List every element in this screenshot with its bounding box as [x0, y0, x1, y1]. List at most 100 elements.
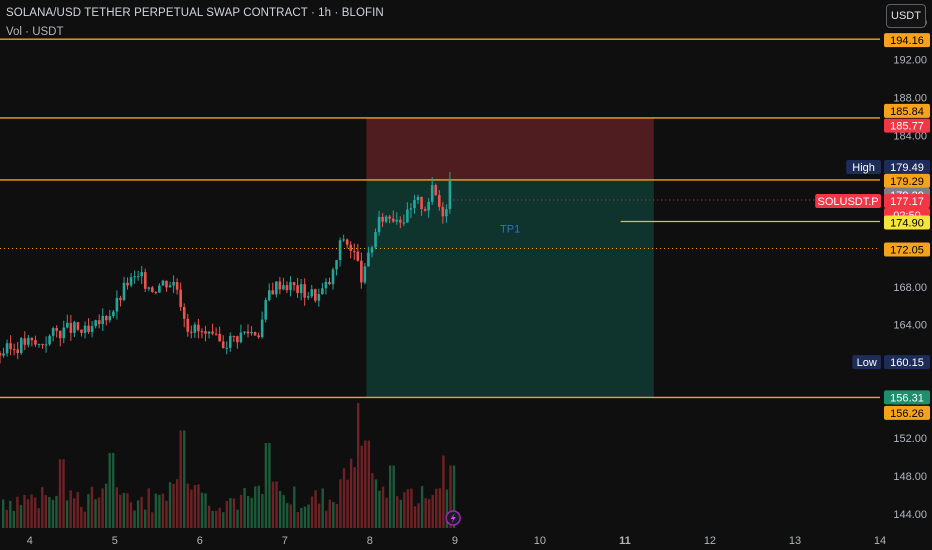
volume-bar — [271, 481, 275, 528]
price-tag-bg — [884, 33, 930, 48]
candle-body — [12, 349, 16, 351]
volume-bar — [33, 497, 37, 528]
volume-bar — [413, 506, 417, 528]
volume-bar — [403, 492, 406, 528]
volume-bar — [62, 459, 65, 528]
candle-body — [211, 331, 214, 334]
volume-bar — [211, 510, 214, 528]
volume-bar — [371, 473, 374, 528]
time-tick-label: 7 — [282, 535, 288, 547]
currency-button[interactable]: USDT — [886, 4, 926, 28]
volume-bar — [2, 499, 5, 528]
candle-body — [66, 322, 69, 328]
volume-bar — [321, 488, 324, 528]
volume-bar — [349, 458, 353, 528]
level-lines — [0, 38, 880, 399]
volume-bar — [424, 498, 427, 528]
candle-body — [136, 276, 140, 278]
candle-body — [182, 306, 186, 319]
volume-bar — [314, 490, 317, 528]
candle-body — [154, 291, 158, 293]
volume-bar — [126, 493, 129, 528]
candle-body — [108, 316, 112, 321]
candle-body — [27, 337, 30, 345]
volume-bar — [268, 443, 271, 528]
candle-body — [221, 341, 225, 348]
time-tick-label: 12 — [704, 535, 716, 547]
candle-body — [126, 282, 129, 286]
candle-body — [246, 331, 250, 334]
volume-bar — [378, 490, 381, 528]
candle-body — [168, 285, 172, 288]
candle-body — [94, 320, 97, 327]
candle-body — [402, 222, 406, 224]
price-tick-label: 144.00 — [893, 509, 927, 521]
volume-bar — [289, 504, 292, 528]
volume-bar — [254, 486, 257, 528]
time-tick-label: 5 — [112, 535, 118, 547]
price-tag-bg — [884, 355, 930, 370]
volume-bar — [399, 499, 402, 528]
time-tick-label: 10 — [534, 535, 546, 547]
volume-bar — [232, 498, 236, 528]
volume-bar — [119, 494, 122, 528]
candle-body — [310, 289, 314, 297]
volume-bar — [261, 494, 264, 528]
volume-bar — [293, 486, 296, 528]
candle-body — [69, 322, 73, 333]
volume-bar — [374, 479, 378, 528]
volume-bar — [122, 492, 126, 528]
price-tick-label: 184.00 — [893, 130, 927, 142]
volume-bar — [452, 465, 456, 528]
volume-bar — [406, 489, 410, 528]
volume-bar — [207, 505, 211, 528]
candle-body — [133, 276, 136, 278]
volume-bar — [97, 497, 101, 528]
stop-loss-zone — [366, 117, 654, 180]
volume-bar — [257, 485, 260, 528]
candle-body — [239, 332, 243, 343]
candle-body — [324, 281, 328, 289]
candle-body — [76, 322, 80, 330]
volume-bar — [44, 495, 47, 528]
symbol-title[interactable]: SOLANA/USD TETHER PERPETUAL SWAP CONTRAC… — [6, 7, 384, 19]
candle-body — [306, 296, 310, 298]
candle-body — [19, 338, 23, 353]
candle-body — [338, 240, 342, 261]
volume-bar — [80, 506, 83, 528]
time-tick-label: 8 — [367, 535, 373, 547]
price-tag-bg — [884, 405, 930, 420]
candle-body — [129, 277, 133, 286]
volume-bar — [76, 492, 79, 528]
candle-body — [264, 300, 268, 320]
candle-body — [104, 316, 108, 321]
volume-bar — [136, 500, 140, 528]
volume-bar — [23, 494, 26, 528]
candle-body — [420, 196, 423, 209]
volume-bar — [83, 511, 87, 528]
price-tag-label: 185.84 — [890, 106, 924, 118]
volume-bar — [307, 504, 310, 528]
price-tag-label: 179.49 — [890, 162, 924, 174]
volume-bar — [346, 479, 349, 528]
candle-body — [147, 287, 151, 289]
candle-body — [416, 196, 420, 201]
volume-bar — [175, 479, 179, 528]
candle-body — [317, 294, 321, 301]
candle-body — [335, 260, 338, 270]
volume-bar — [420, 486, 424, 528]
volume-bar — [51, 499, 55, 528]
price-tag-label: 174.90 — [890, 217, 924, 229]
volume-bar — [381, 486, 385, 528]
volume-indicator-label[interactable]: Vol · USDT — [6, 26, 64, 38]
volume-bar — [282, 494, 285, 528]
volume-bar — [69, 490, 72, 528]
candle-body — [253, 332, 257, 336]
price-tag-bg — [884, 118, 930, 133]
price-tag-label: Low — [857, 357, 877, 369]
volume-bar — [222, 512, 225, 528]
candle-body — [321, 288, 324, 295]
candle-body — [34, 340, 37, 345]
candle-body — [243, 331, 246, 333]
